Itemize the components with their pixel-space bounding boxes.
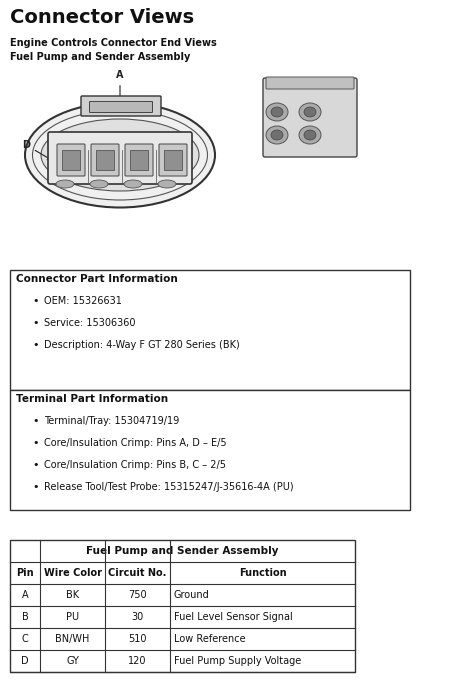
Text: •: • bbox=[32, 340, 38, 350]
Text: 30: 30 bbox=[132, 612, 143, 622]
Text: •: • bbox=[32, 416, 38, 426]
Text: Connector Part Information: Connector Part Information bbox=[16, 274, 178, 284]
Ellipse shape bbox=[271, 107, 283, 117]
Text: Description: 4-Way F GT 280 Series (BK): Description: 4-Way F GT 280 Series (BK) bbox=[44, 340, 240, 350]
Ellipse shape bbox=[90, 180, 108, 188]
Text: 120: 120 bbox=[128, 656, 147, 666]
Text: Pin: Pin bbox=[16, 568, 34, 578]
Bar bbox=[10, 270, 410, 390]
Text: •: • bbox=[32, 296, 38, 306]
Ellipse shape bbox=[56, 180, 74, 188]
Text: Connector Views: Connector Views bbox=[10, 8, 194, 27]
Text: Function: Function bbox=[238, 568, 286, 578]
Ellipse shape bbox=[304, 107, 316, 117]
Text: Release Tool/Test Probe: 15315247/J-35616-4A (PU): Release Tool/Test Probe: 15315247/J-3561… bbox=[44, 482, 294, 492]
FancyBboxPatch shape bbox=[263, 78, 357, 157]
Ellipse shape bbox=[304, 130, 316, 140]
Ellipse shape bbox=[158, 180, 176, 188]
Text: Circuit No.: Circuit No. bbox=[108, 568, 167, 578]
Bar bbox=[10, 390, 410, 510]
Ellipse shape bbox=[25, 103, 215, 207]
Text: B: B bbox=[22, 612, 28, 622]
Text: A: A bbox=[116, 70, 124, 102]
Text: Fuel Pump and Sender Assembly: Fuel Pump and Sender Assembly bbox=[10, 52, 190, 62]
Text: Ground: Ground bbox=[174, 590, 210, 600]
Ellipse shape bbox=[299, 126, 321, 144]
Bar bbox=[96, 150, 114, 170]
Text: Service: 15306360: Service: 15306360 bbox=[44, 318, 135, 328]
Text: D: D bbox=[22, 140, 51, 160]
Ellipse shape bbox=[124, 180, 142, 188]
Bar bbox=[10, 540, 355, 672]
Ellipse shape bbox=[266, 126, 288, 144]
Text: Core/Insulation Crimp: Pins A, D – E/5: Core/Insulation Crimp: Pins A, D – E/5 bbox=[44, 438, 227, 448]
FancyBboxPatch shape bbox=[125, 144, 153, 176]
Text: Fuel Pump Supply Voltage: Fuel Pump Supply Voltage bbox=[174, 656, 301, 666]
FancyBboxPatch shape bbox=[89, 101, 152, 112]
Text: •: • bbox=[32, 318, 38, 328]
Text: Engine Controls Connector End Views: Engine Controls Connector End Views bbox=[10, 38, 217, 48]
Ellipse shape bbox=[271, 130, 283, 140]
FancyBboxPatch shape bbox=[91, 144, 119, 176]
FancyBboxPatch shape bbox=[159, 144, 187, 176]
Text: •: • bbox=[32, 482, 38, 492]
FancyBboxPatch shape bbox=[266, 77, 354, 89]
Text: C: C bbox=[22, 634, 28, 644]
Text: 750: 750 bbox=[128, 590, 147, 600]
Text: Fuel Level Sensor Signal: Fuel Level Sensor Signal bbox=[174, 612, 293, 622]
Text: PU: PU bbox=[66, 612, 79, 622]
Ellipse shape bbox=[299, 103, 321, 121]
Text: A: A bbox=[22, 590, 28, 600]
Text: •: • bbox=[32, 438, 38, 448]
Text: Wire Color: Wire Color bbox=[44, 568, 102, 578]
Bar bbox=[130, 150, 148, 170]
Text: Low Reference: Low Reference bbox=[174, 634, 246, 644]
Ellipse shape bbox=[41, 119, 199, 191]
Bar bbox=[164, 150, 182, 170]
Bar bbox=[62, 150, 80, 170]
Text: Terminal/Tray: 15304719/19: Terminal/Tray: 15304719/19 bbox=[44, 416, 179, 426]
Text: Fuel Pump and Sender Assembly: Fuel Pump and Sender Assembly bbox=[86, 546, 279, 556]
Text: BN/WH: BN/WH bbox=[55, 634, 90, 644]
FancyBboxPatch shape bbox=[81, 96, 161, 116]
Text: D: D bbox=[21, 656, 29, 666]
FancyBboxPatch shape bbox=[57, 144, 85, 176]
Text: Terminal Part Information: Terminal Part Information bbox=[16, 394, 168, 404]
Text: GY: GY bbox=[66, 656, 79, 666]
Text: 510: 510 bbox=[128, 634, 147, 644]
Ellipse shape bbox=[266, 103, 288, 121]
Text: OEM: 15326631: OEM: 15326631 bbox=[44, 296, 122, 306]
FancyBboxPatch shape bbox=[48, 132, 192, 184]
Text: •: • bbox=[32, 460, 38, 470]
Text: BK: BK bbox=[66, 590, 79, 600]
Text: Core/Insulation Crimp: Pins B, C – 2/5: Core/Insulation Crimp: Pins B, C – 2/5 bbox=[44, 460, 226, 470]
